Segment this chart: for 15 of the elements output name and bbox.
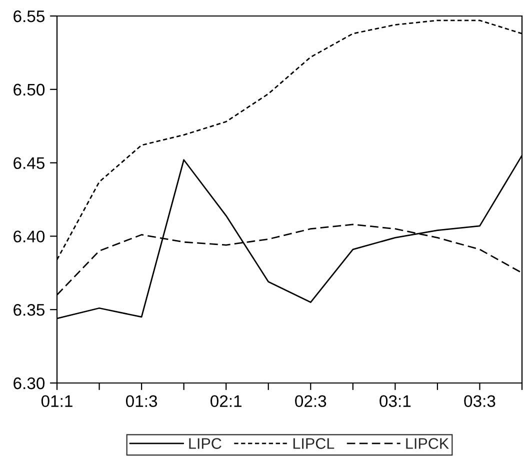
y-tick-label: 6.40: [14, 230, 45, 242]
y-tick-label: 6.35: [14, 304, 44, 316]
y-tick-label: 6.55: [14, 10, 44, 22]
x-tick-label: 02:1: [210, 395, 242, 408]
legend-label: LIPCL: [293, 438, 334, 449]
y-tick-label: 6.30: [14, 377, 45, 390]
legend-label: LIPCK: [406, 438, 449, 449]
legend-label: LIPC: [189, 438, 222, 449]
x-tick-label: 02:3: [295, 395, 326, 408]
x-tick-label: 01:1: [41, 395, 72, 408]
x-tick-label: 03:3: [464, 395, 496, 408]
x-tick-label: 01:3: [126, 395, 158, 408]
y-tick-label: 6.45: [14, 157, 44, 170]
y-tick-label: 6.50: [14, 84, 45, 96]
x-tick-label: 03:1: [380, 395, 411, 408]
